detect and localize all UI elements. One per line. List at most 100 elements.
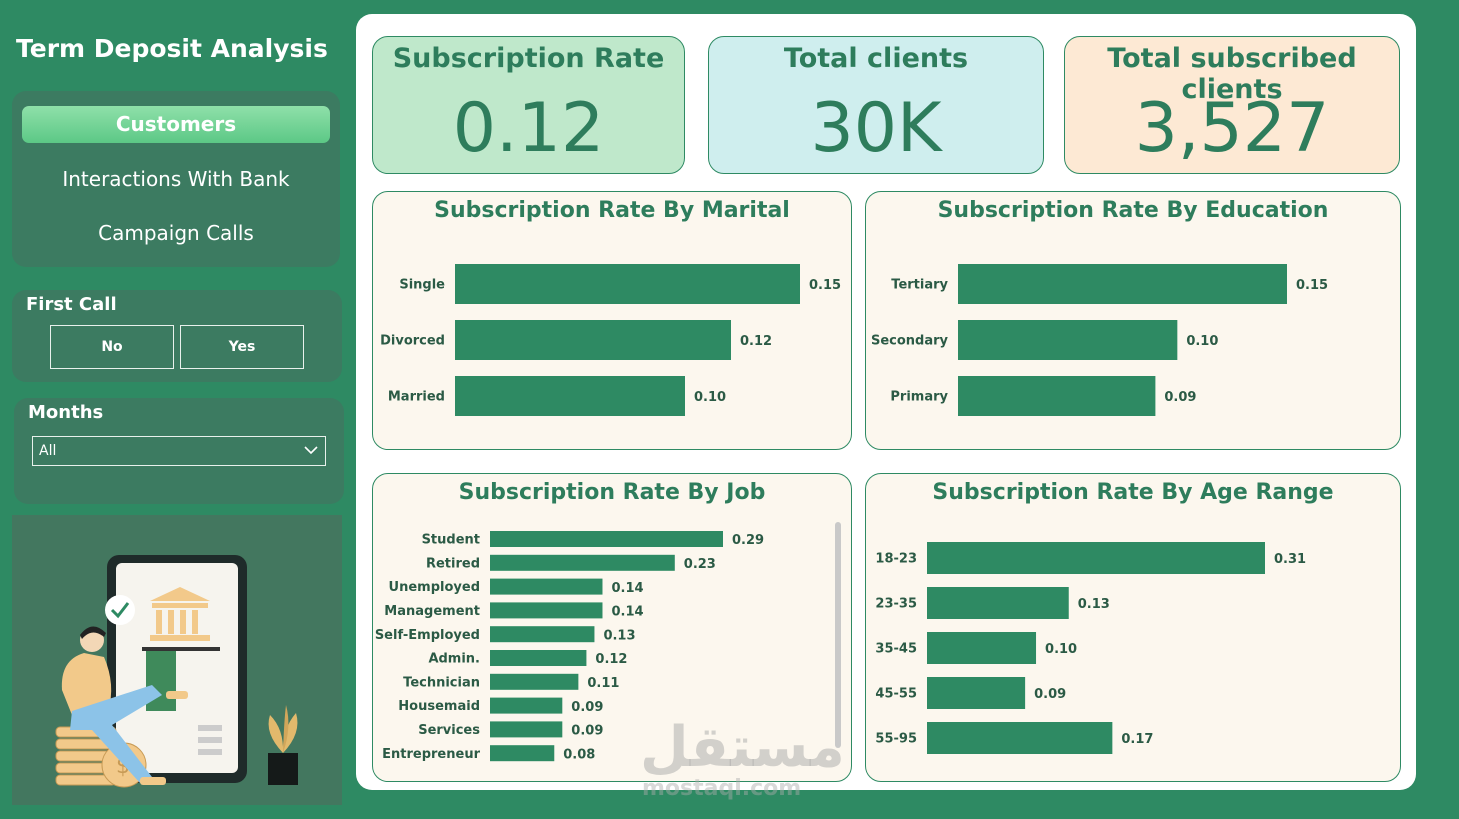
bar[interactable] bbox=[490, 554, 675, 571]
data-label: 0.09 bbox=[571, 724, 603, 739]
data-label: 0.08 bbox=[563, 747, 595, 762]
category-label: 23-35 bbox=[875, 597, 917, 612]
data-label: 0.11 bbox=[587, 676, 619, 691]
job-chart-card: Subscription Rate By Job Student 0.29 Reti… bbox=[372, 473, 852, 782]
bar[interactable] bbox=[490, 650, 587, 666]
kpi-subscription-rate: Subscription Rate 0.12 bbox=[372, 36, 685, 174]
chart-title: Subscription Rate By Marital bbox=[434, 198, 790, 223]
data-label: 0.31 bbox=[1274, 552, 1306, 567]
age-bar-chart: 18-23 0.31 23-35 0.13 35-45 0.10 45-55 0.09 55-9… bbox=[875, 542, 1306, 754]
bar[interactable] bbox=[490, 673, 579, 690]
kpi-total-clients: Total clients 30K bbox=[708, 36, 1044, 174]
data-label: 0.13 bbox=[603, 628, 635, 643]
bar[interactable] bbox=[490, 602, 603, 619]
kpi-value: 3,527 bbox=[1134, 89, 1330, 168]
category-label: Admin. bbox=[428, 652, 480, 667]
bar[interactable] bbox=[455, 264, 800, 304]
education-chart-card: Subscription Rate By Education Tertiary 0… bbox=[865, 191, 1401, 450]
bar[interactable] bbox=[490, 697, 563, 714]
dashboard-title: Term Deposit Analysis bbox=[16, 34, 328, 63]
category-label: 55-95 bbox=[875, 732, 917, 747]
bar[interactable] bbox=[455, 320, 731, 360]
bar[interactable] bbox=[927, 632, 1037, 664]
data-label: 0.17 bbox=[1121, 732, 1153, 747]
category-label: Tertiary bbox=[891, 278, 948, 293]
data-label: 0.10 bbox=[1045, 642, 1077, 657]
data-label: 0.12 bbox=[595, 652, 627, 667]
bar[interactable] bbox=[490, 578, 603, 595]
data-label: 0.23 bbox=[684, 557, 716, 572]
first-call-label: First Call bbox=[26, 294, 117, 315]
job-chart-scrollbar[interactable] bbox=[835, 522, 841, 748]
kpi-label: Total clients bbox=[783, 43, 969, 74]
main-canvas: Subscription Rate 0.12 Total clients 30K… bbox=[356, 14, 1416, 790]
bar[interactable] bbox=[958, 320, 1178, 360]
bar[interactable] bbox=[927, 677, 1026, 709]
kpi-label: Subscription Rate bbox=[392, 43, 665, 74]
bar[interactable] bbox=[490, 745, 555, 762]
data-label: 0.13 bbox=[1078, 597, 1110, 612]
data-label: 0.29 bbox=[732, 533, 764, 548]
bar[interactable] bbox=[958, 376, 1156, 416]
category-label: Technician bbox=[403, 675, 480, 690]
category-label: Services bbox=[418, 723, 480, 738]
chart-title: Subscription Rate By Job bbox=[458, 480, 766, 505]
chart-title: Subscription Rate By Education bbox=[937, 198, 1329, 223]
category-label: Management bbox=[384, 604, 480, 619]
marital-bar-chart: Single 0.15 Divorced 0.12 Married 0.10 bbox=[380, 264, 841, 416]
first-call-no-button[interactable]: No bbox=[50, 325, 174, 369]
illustration-panel: $ bbox=[12, 515, 342, 805]
category-label: 45-55 bbox=[875, 687, 917, 702]
data-label: 0.12 bbox=[740, 334, 772, 349]
data-label: 0.09 bbox=[1164, 390, 1196, 405]
category-label: 35-45 bbox=[875, 642, 917, 657]
bar[interactable] bbox=[490, 721, 563, 738]
bar[interactable] bbox=[927, 587, 1069, 619]
category-label: Single bbox=[399, 278, 445, 293]
job-bar-chart: Student 0.29 Retired 0.23 Unemployed 0.14 Mana… bbox=[375, 531, 764, 762]
nav-campaign-calls-button[interactable]: Campaign Calls bbox=[98, 221, 254, 245]
chevron-down-icon bbox=[304, 446, 318, 455]
kpi-value: 30K bbox=[810, 89, 942, 168]
banking-illustration: $ bbox=[55, 555, 298, 788]
data-label: 0.10 bbox=[694, 390, 726, 405]
category-label: Retired bbox=[426, 556, 480, 571]
kpi-total-subscribed: Total subscribed clients 3,527 bbox=[1064, 36, 1400, 174]
kpi-value: 0.12 bbox=[452, 89, 605, 168]
category-label: Housemaid bbox=[398, 699, 480, 714]
bar[interactable] bbox=[490, 531, 723, 547]
months-dropdown[interactable]: All bbox=[32, 436, 326, 466]
category-label: Entrepreneur bbox=[382, 747, 480, 762]
data-label: 0.14 bbox=[611, 581, 643, 596]
category-label: Primary bbox=[890, 390, 948, 405]
marital-chart-card: Subscription Rate By Marital Single 0.15 D… bbox=[372, 191, 852, 450]
months-slicer: Months All bbox=[14, 398, 344, 504]
nav-interactions-button[interactable]: Interactions With Bank bbox=[62, 167, 290, 191]
kpi-label: Total subscribed clients bbox=[1107, 43, 1357, 105]
bar[interactable] bbox=[927, 542, 1265, 574]
category-label: Unemployed bbox=[389, 580, 480, 595]
first-call-yes-button[interactable]: Yes bbox=[180, 325, 304, 369]
category-label: Self-Employed bbox=[375, 628, 480, 643]
data-label: 0.14 bbox=[611, 605, 643, 620]
bank-icon bbox=[150, 587, 210, 641]
months-selected-value: All bbox=[39, 443, 57, 459]
category-label: Secondary bbox=[871, 334, 949, 349]
category-label: Divorced bbox=[380, 334, 445, 349]
bar[interactable] bbox=[927, 722, 1113, 754]
age-chart-card: Subscription Rate By Age Range 18-23 0.31… bbox=[865, 473, 1401, 782]
category-label: Student bbox=[422, 533, 480, 548]
bar[interactable] bbox=[490, 626, 595, 643]
first-call-slicer: First Call No Yes bbox=[12, 290, 342, 382]
data-label: 0.15 bbox=[1296, 278, 1328, 293]
data-label: 0.09 bbox=[1034, 687, 1066, 702]
data-label: 0.15 bbox=[809, 278, 841, 293]
bar[interactable] bbox=[455, 376, 685, 416]
months-label: Months bbox=[28, 402, 104, 423]
category-label: 18-23 bbox=[875, 552, 917, 567]
category-label: Married bbox=[388, 390, 445, 405]
education-bar-chart: Tertiary 0.15 Secondary 0.10 Primary 0.09 bbox=[871, 264, 1328, 416]
nav-customers-button[interactable]: Customers bbox=[22, 106, 330, 143]
data-label: 0.09 bbox=[571, 700, 603, 715]
bar[interactable] bbox=[958, 264, 1287, 304]
